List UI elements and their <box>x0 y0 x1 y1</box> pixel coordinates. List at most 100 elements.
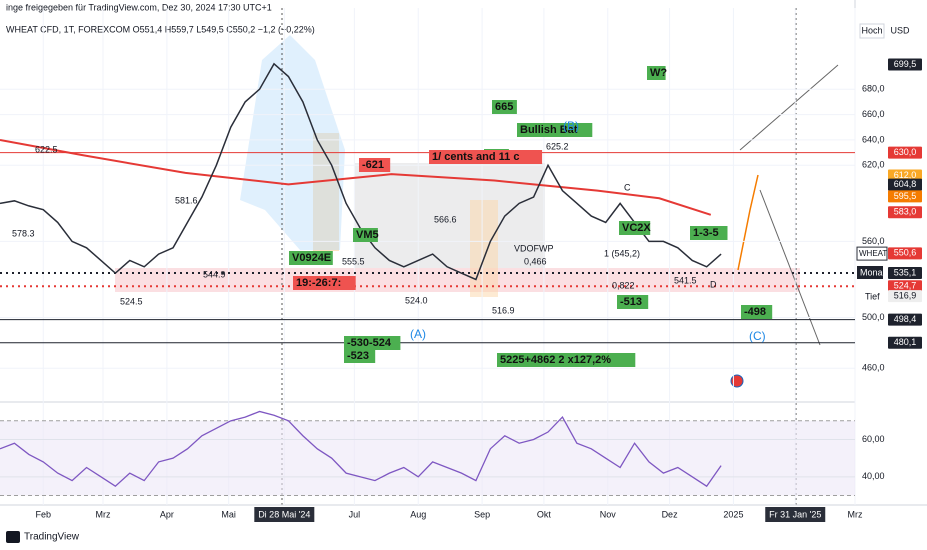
annotation: D <box>710 279 717 289</box>
x-tick-label: Feb <box>36 509 52 519</box>
price-tag-label: 516,9 <box>894 290 917 300</box>
y-tick-label: 40,00 <box>862 471 885 481</box>
rsi-line <box>0 410 722 488</box>
x-tick-label: Aug <box>410 509 426 519</box>
side-label: Tief <box>865 291 880 301</box>
x-tick-label: Mrz <box>848 509 863 519</box>
moving-average <box>0 138 712 216</box>
annotation: -498 <box>744 306 766 318</box>
price-tag <box>888 313 922 326</box>
y-tick-label: 680,0 <box>862 84 885 94</box>
annotation: 625.2 <box>546 141 569 151</box>
symbol-info: WHEAT CFD, 1T, FOREXCOM O551,4 H559,7 L5… <box>6 24 315 34</box>
symbol-name: WHEAT <box>859 249 887 258</box>
price-tag-label: 612,0 <box>894 170 917 180</box>
x-tick-label: Dez <box>662 509 679 519</box>
annotation-box <box>617 295 649 309</box>
annotation: 566.6 <box>434 214 457 224</box>
drawing <box>737 174 759 271</box>
price-tag <box>888 336 922 349</box>
currency[interactable]: USD <box>890 25 910 35</box>
annotation: 19:-26:7: <box>296 277 341 289</box>
annotation: 0,822 <box>612 280 635 290</box>
y-tick-label: 620,0 <box>862 160 885 170</box>
y-tick-label: 660,0 <box>862 109 885 119</box>
annotation-box <box>429 150 543 164</box>
annotation: -523 <box>347 350 369 362</box>
price-tag <box>888 290 922 303</box>
x-tick-label: 2025 <box>723 509 743 519</box>
annotation-box <box>353 228 378 242</box>
annotation-box <box>359 158 391 172</box>
annotation: 1-3-5 <box>693 227 719 239</box>
price-tag-label: 583,0 <box>894 207 917 217</box>
price-tag-label: 595,5 <box>894 191 917 201</box>
annotation: VC2X <box>622 222 651 234</box>
price-tag-label: 480,1 <box>894 337 917 347</box>
annotation-box <box>690 226 728 240</box>
x-tick-highlight <box>765 507 826 522</box>
brand: TradingView <box>24 532 80 543</box>
annotation: 524.5 <box>120 296 143 306</box>
x-tick-label: Mai <box>221 509 236 519</box>
annotation: 524.0 <box>405 295 428 305</box>
symbol-tag <box>856 246 888 261</box>
scale-button[interactable] <box>859 23 885 39</box>
y-tick-label: 60,00 <box>862 434 885 444</box>
annotation-box <box>741 305 773 319</box>
annotation: W? <box>650 67 667 79</box>
x-tick-label: Mrz <box>96 509 111 519</box>
price-tag-label: 604,8 <box>894 179 917 189</box>
annotation: 1 (545,2) <box>604 248 640 258</box>
y-tick-label: 500,0 <box>862 312 885 322</box>
annotation: VDOFWP <box>514 243 554 253</box>
price-tag-label: 524,7 <box>894 281 917 291</box>
price-tag-label: 535,1 <box>894 267 917 277</box>
annotation: -530-524 <box>347 337 392 349</box>
annotation: 555.5 <box>342 256 365 266</box>
side-label: Mona <box>860 267 883 277</box>
price-tag <box>888 178 922 191</box>
x-tick-label: Di 28 Mai '24 <box>258 509 310 519</box>
annotation-box <box>344 349 376 363</box>
price-tag <box>888 190 922 203</box>
annotation: Bullish Bat <box>520 124 578 136</box>
zone <box>470 200 498 297</box>
annotation: 578.3 <box>12 228 35 238</box>
annotation: 665 <box>495 101 513 113</box>
annotation: 5225+4862 2 x127,2% <box>500 354 611 366</box>
annotation-box <box>492 100 517 114</box>
price-tag <box>888 247 922 260</box>
logo <box>6 531 20 543</box>
annotation: (C) <box>749 329 766 343</box>
zone <box>355 163 545 268</box>
price-tag <box>888 146 922 159</box>
annotation-box <box>289 251 333 265</box>
annotation: 541.5 <box>674 275 697 285</box>
price-tag <box>888 169 922 182</box>
x-tick-label: Fr 31 Jan '25 <box>769 509 821 519</box>
annotation: C <box>624 182 631 192</box>
x-tick-label: Nov <box>600 509 617 519</box>
annotation-box <box>647 66 666 80</box>
scale-mode[interactable]: Hoch <box>861 25 882 35</box>
annotation: 1/ cents and 11 c <box>432 151 519 163</box>
share-info: inge freigegeben für TradingView.com, De… <box>6 2 272 12</box>
price-tag-label: 498,4 <box>894 314 917 324</box>
annotation: 581.6 <box>175 195 198 205</box>
event-icon[interactable] <box>730 374 744 388</box>
price-tag-label: 550,6 <box>894 248 917 258</box>
annotation: 544.9 <box>203 269 226 279</box>
x-tick-label: Jul <box>349 509 361 519</box>
annotation: -621 <box>362 159 384 171</box>
price-tag <box>888 58 922 71</box>
price-tag <box>888 206 922 219</box>
price-tag-label: 630,0 <box>894 147 917 157</box>
rsi-band-area <box>0 420 855 496</box>
annotation: (B) <box>563 119 579 133</box>
x-tick-label: Apr <box>160 509 174 519</box>
annotation: V0924E <box>292 252 331 264</box>
annotation: 516.9 <box>492 305 515 315</box>
